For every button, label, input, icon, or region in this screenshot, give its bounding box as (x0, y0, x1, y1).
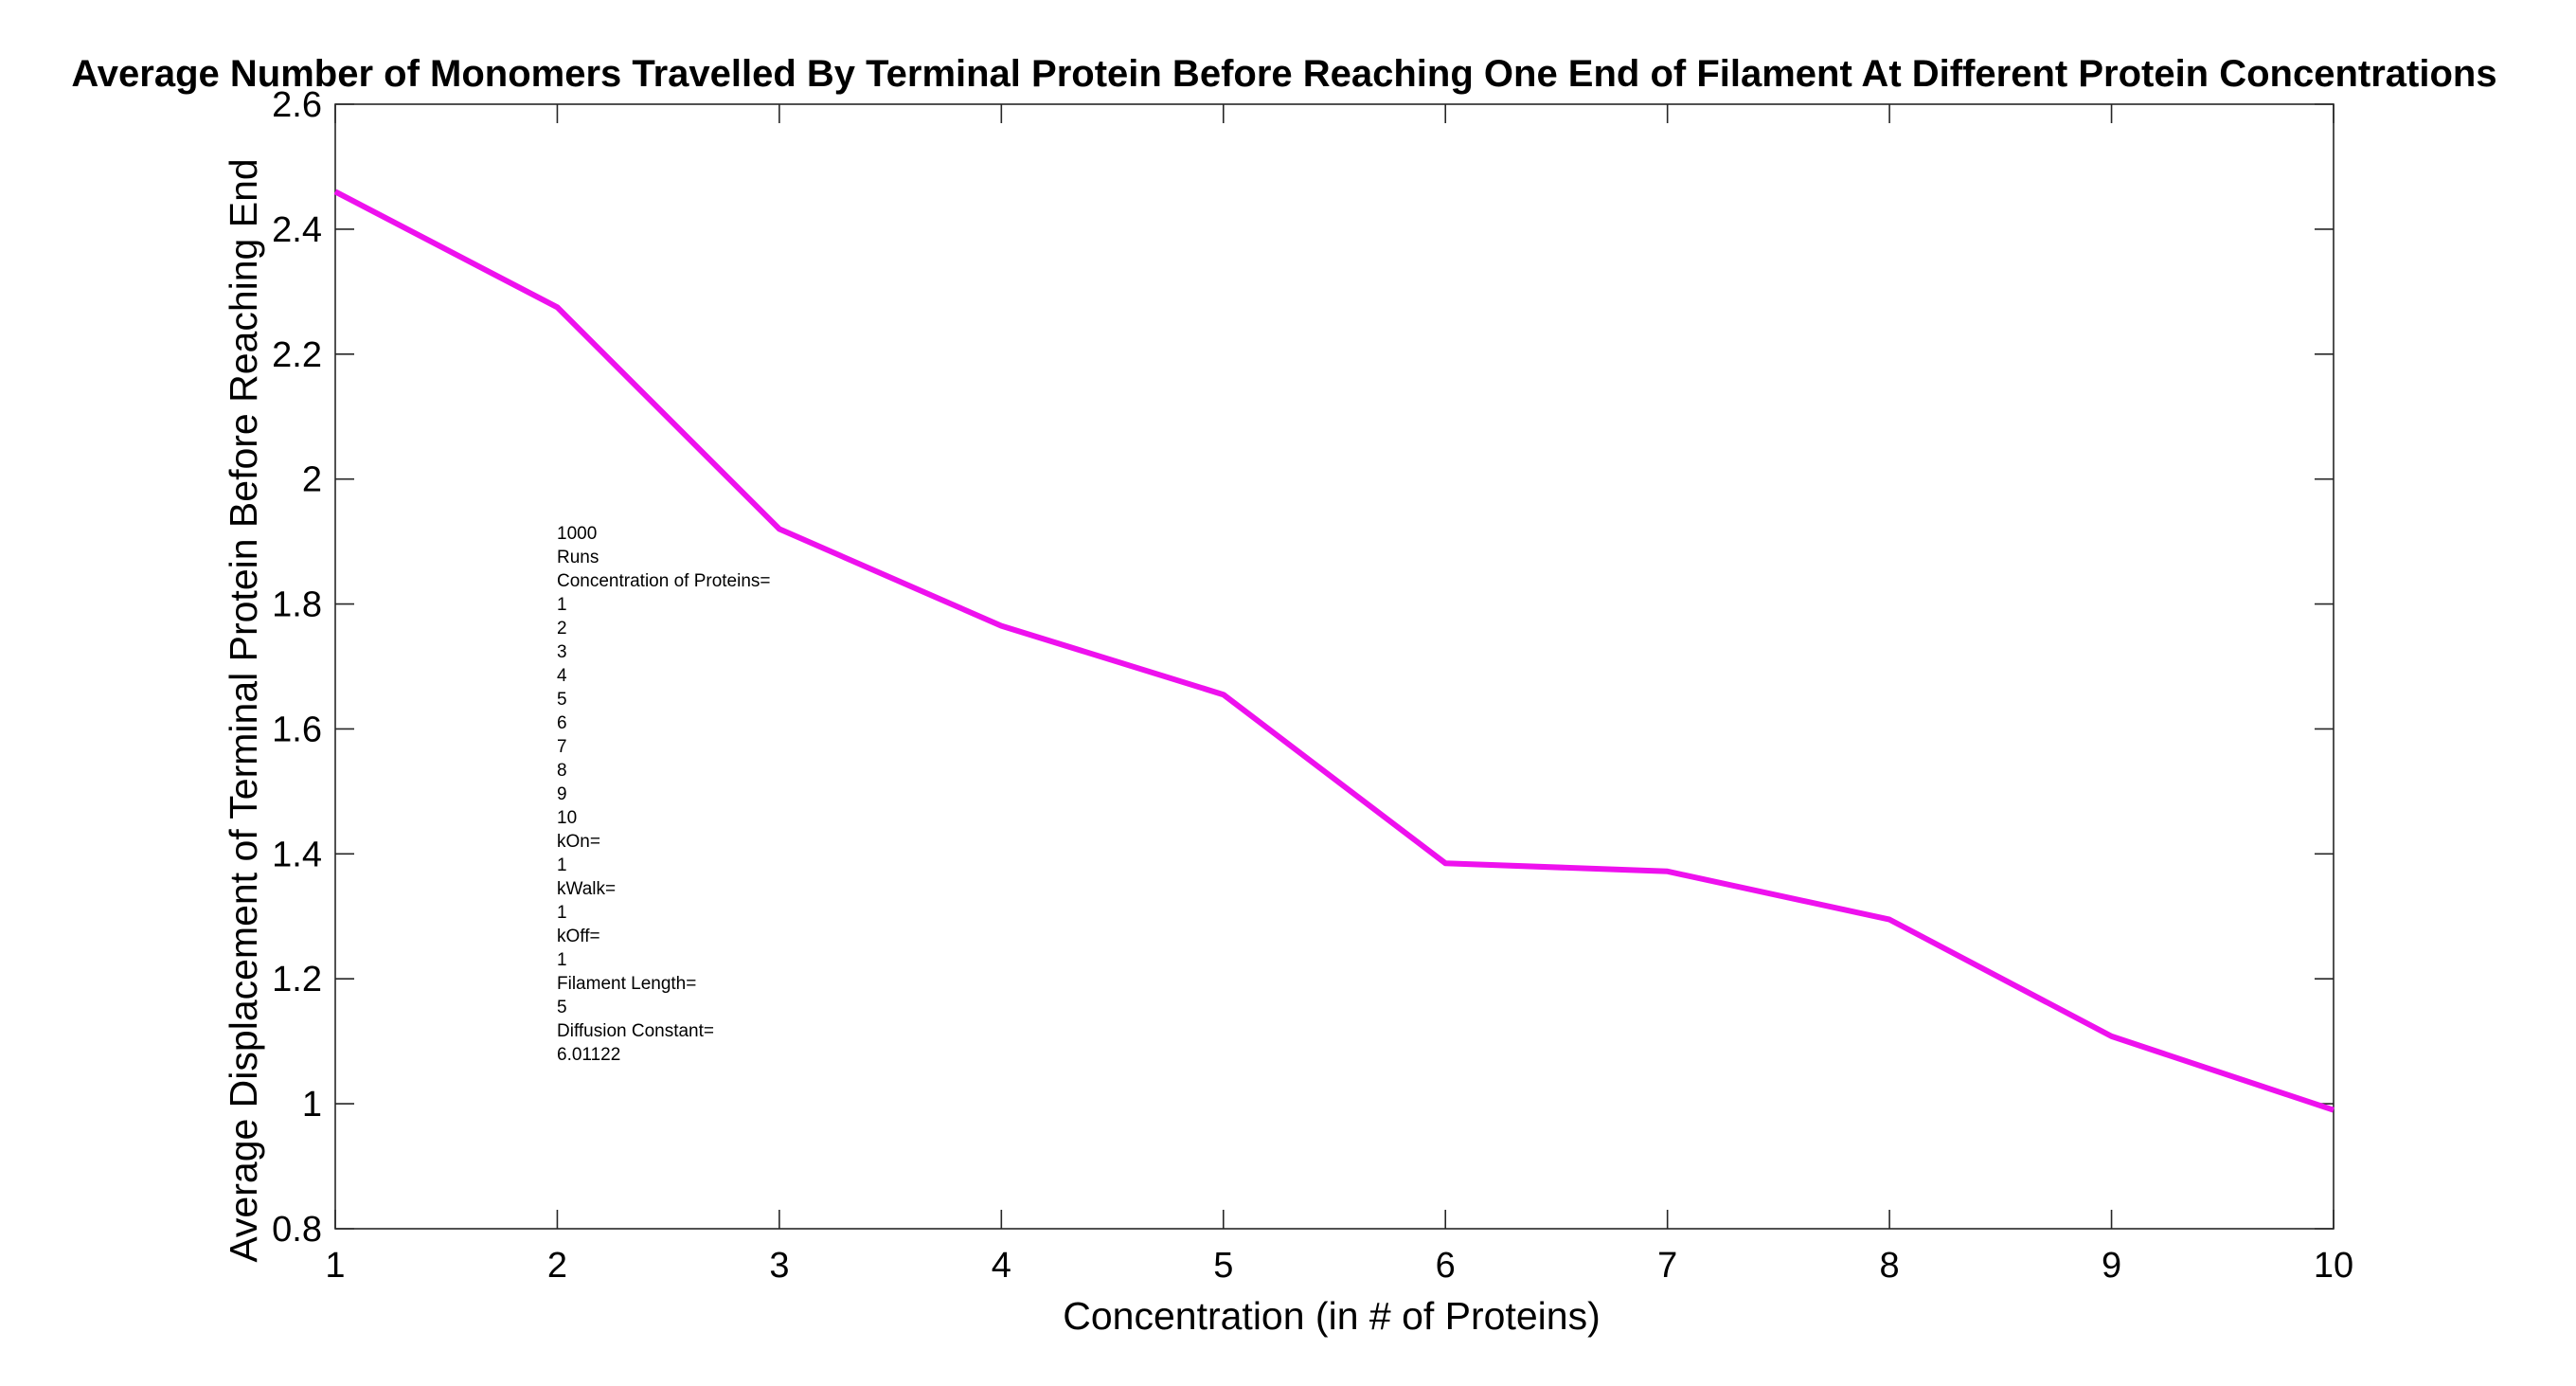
x-tick-label: 10 (2314, 1246, 2353, 1286)
x-tick-label: 7 (1657, 1246, 1677, 1286)
annotation-line: Filament Length= (557, 974, 696, 994)
y-tick-label: 2.4 (272, 210, 322, 250)
annotation-line: 8 (557, 761, 567, 781)
x-tick-label: 6 (1436, 1246, 1456, 1286)
annotation-line: kOff= (557, 927, 600, 946)
annotation-line: 5 (557, 998, 567, 1017)
annotation-line: 1 (557, 855, 567, 875)
annotation-line: 1 (557, 595, 567, 615)
x-tick-label: 1 (325, 1246, 345, 1286)
x-axis-label: Concentration (in # of Proteins) (1063, 1294, 1600, 1338)
data-point (2111, 1035, 2112, 1036)
x-tick-label: 5 (1213, 1246, 1233, 1286)
x-tick-label: 9 (2102, 1246, 2121, 1286)
annotation-line: 1 (557, 950, 567, 970)
annotation-line: Concentration of Proteins= (557, 571, 771, 591)
annotation-line: 10 (557, 808, 577, 828)
data-point (1667, 871, 1668, 872)
data-point (1445, 863, 1446, 864)
data-point (778, 529, 779, 530)
annotation-line: 2 (557, 619, 567, 639)
annotation-line: kWalk= (557, 879, 616, 899)
annotation-line: 3 (557, 642, 567, 662)
data-point (557, 307, 558, 308)
annotation-line: 9 (557, 784, 567, 804)
chart-title: Average Number of Monomers Travelled By … (71, 53, 2496, 95)
annotation-line: Diffusion Constant= (557, 1021, 714, 1041)
y-tick-label: 2.6 (272, 85, 322, 125)
y-tick-label: 1.8 (272, 585, 322, 625)
annotation-line: 4 (557, 666, 567, 686)
series-line (333, 189, 2334, 1113)
y-tick-label: 0.8 (272, 1210, 322, 1250)
y-tick-label: 1.6 (272, 710, 322, 749)
y-tick-label: 1.2 (272, 960, 322, 999)
y-tick-label: 2.2 (272, 335, 322, 375)
annotation-line: 6 (557, 713, 567, 733)
data-point (1223, 694, 1224, 695)
annotation-line: kOn= (557, 832, 600, 852)
annotation-line: 5 (557, 690, 567, 710)
x-tick-label: 3 (769, 1246, 789, 1286)
annotation-line: 7 (557, 737, 567, 757)
annotation-line: 1000 (557, 524, 597, 544)
y-tick-label: 2 (302, 460, 322, 500)
data-point (1001, 625, 1002, 626)
plot-area-frame (334, 103, 2334, 1230)
x-tick-label: 2 (547, 1246, 567, 1286)
x-tick-label: 8 (1880, 1246, 1900, 1286)
annotation-line: 6.01122 (557, 1045, 620, 1065)
y-axis-label: Average Displacement of Terminal Protein… (222, 158, 265, 1262)
data-point (335, 191, 336, 192)
y-tick-label: 1.4 (272, 835, 322, 874)
annotation-line: 1 (557, 903, 567, 923)
data-point (1889, 919, 1890, 920)
x-tick-label: 4 (992, 1246, 1011, 1286)
y-tick-label: 1 (302, 1085, 322, 1125)
annotation-line: Runs (557, 548, 599, 567)
